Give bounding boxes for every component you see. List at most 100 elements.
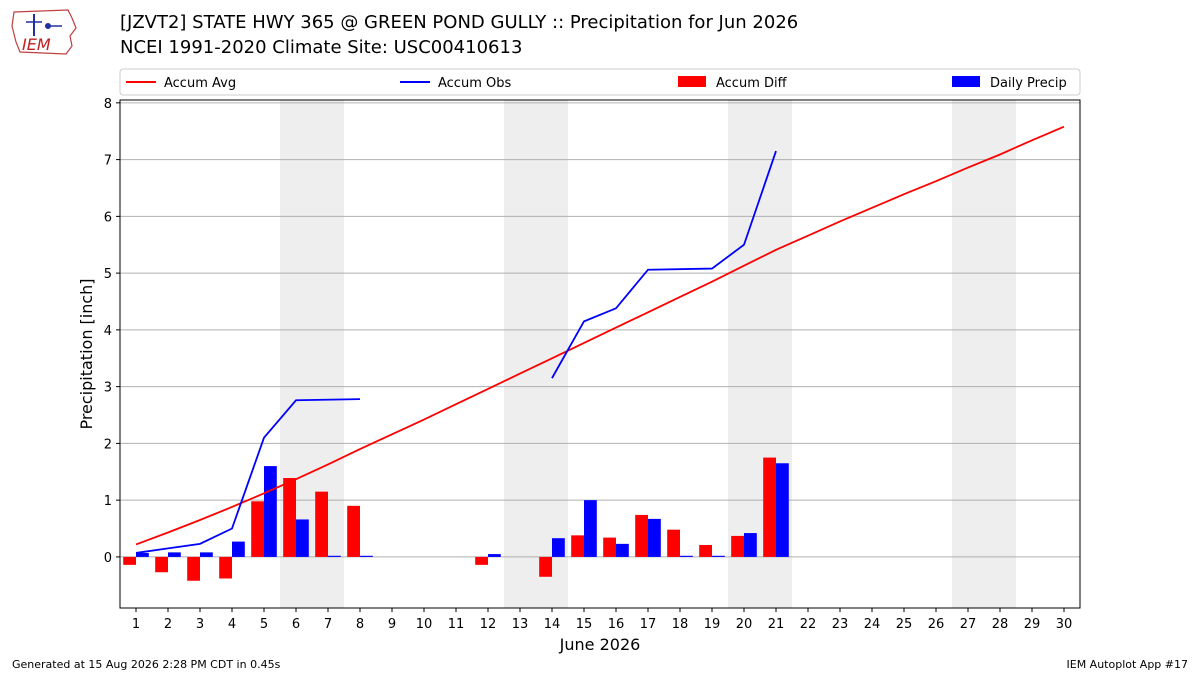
accum-diff-bar bbox=[347, 505, 360, 557]
chart-title: [JZVT2] STATE HWY 365 @ GREEN POND GULLY… bbox=[120, 12, 799, 33]
y-tick-label: 1 bbox=[104, 494, 112, 509]
chart-subtitle: NCEI 1991-2020 Climate Site: USC00410613 bbox=[120, 37, 523, 58]
x-tick-label: 5 bbox=[260, 617, 268, 632]
accum-diff-bar bbox=[283, 478, 296, 557]
x-axis: 1 2 3 4 5 6 7 8 9 10 11 12 13 14 15 16 17 18 19 20 21 22 23 24 2… bbox=[132, 608, 1072, 632]
x-tick-label: 9 bbox=[388, 617, 396, 632]
accum-diff-bar bbox=[763, 457, 776, 557]
y-axis-label: Precipitation [inch] bbox=[77, 278, 96, 429]
accum-obs-line bbox=[551, 150, 777, 379]
accum-diff-bar bbox=[635, 514, 648, 557]
daily-precip-bar bbox=[584, 500, 597, 557]
weekend-bands bbox=[280, 100, 1016, 608]
daily-precip-bar bbox=[648, 518, 661, 557]
x-tick-label: 30 bbox=[1056, 617, 1073, 632]
x-tick-label: 21 bbox=[768, 617, 785, 632]
x-tick-label: 29 bbox=[1024, 617, 1041, 632]
weekend-band bbox=[504, 100, 568, 608]
daily-precip-bar bbox=[712, 555, 725, 557]
daily-precip-bar bbox=[360, 555, 373, 557]
accum-diff-bar bbox=[219, 556, 232, 579]
app-label: IEM Autoplot App #17 bbox=[1066, 658, 1189, 671]
legend: Accum Avg Accum Obs Accum Diff Daily Precip bbox=[119, 68, 1081, 96]
accum-diff-bar bbox=[187, 556, 200, 581]
accum-diff-bar bbox=[603, 537, 616, 557]
accum-diff-bar bbox=[123, 556, 136, 565]
series-lines bbox=[135, 125, 1065, 554]
daily-precip-bar bbox=[616, 543, 629, 557]
y-tick-label: 2 bbox=[104, 437, 112, 452]
daily-precip-bar bbox=[680, 555, 693, 557]
accum-diff-bar bbox=[475, 556, 488, 565]
y-axis: 0 1 2 3 4 5 6 7 8 bbox=[104, 97, 120, 566]
accum-obs-line bbox=[135, 398, 361, 554]
x-axis-label: June 2026 bbox=[559, 635, 641, 654]
y-tick-label: 3 bbox=[104, 381, 112, 396]
daily-precip-bar bbox=[264, 466, 277, 557]
generated-timestamp: Generated at 15 Aug 2026 2:28 PM CDT in … bbox=[12, 658, 281, 671]
daily-precip-bar bbox=[136, 552, 149, 557]
accum-diff-bar bbox=[539, 556, 552, 577]
x-tick-label: 18 bbox=[672, 617, 689, 632]
daily-precip-bar bbox=[232, 541, 245, 557]
daily-precip-bar bbox=[552, 538, 565, 557]
daily-precip-bar bbox=[200, 552, 213, 557]
x-tick-label: 15 bbox=[576, 617, 593, 632]
daily-precip-bar bbox=[168, 552, 181, 557]
y-tick-label: 8 bbox=[104, 97, 112, 112]
x-tick-label: 13 bbox=[512, 617, 529, 632]
x-tick-label: 24 bbox=[864, 617, 881, 632]
iem-logo: IEM bbox=[11, 9, 77, 55]
x-tick-label: 23 bbox=[832, 617, 849, 632]
y-tick-label: 0 bbox=[104, 551, 112, 566]
x-tick-label: 16 bbox=[608, 617, 625, 632]
daily-precip-bar bbox=[744, 533, 757, 557]
legend-label: Accum Obs bbox=[438, 76, 511, 91]
iowa-outline-icon bbox=[11, 9, 77, 55]
x-tick-label: 8 bbox=[356, 617, 364, 632]
x-tick-label: 11 bbox=[448, 617, 465, 632]
x-tick-label: 12 bbox=[480, 617, 497, 632]
legend-label: Accum Diff bbox=[716, 76, 788, 91]
x-tick-label: 7 bbox=[324, 617, 332, 632]
legend-bar-swatch bbox=[678, 76, 706, 87]
y-tick-label: 4 bbox=[104, 324, 112, 339]
x-tick-label: 17 bbox=[640, 617, 657, 632]
legend-label: Daily Precip bbox=[990, 76, 1067, 91]
daily-precip-bar bbox=[296, 519, 309, 557]
accum-diff-bar bbox=[571, 535, 584, 557]
x-tick-label: 19 bbox=[704, 617, 721, 632]
accum-diff-bar bbox=[251, 501, 264, 557]
accum-diff-bar bbox=[731, 535, 744, 557]
x-tick-label: 4 bbox=[228, 617, 236, 632]
x-tick-label: 22 bbox=[800, 617, 817, 632]
accum-avg-line bbox=[135, 125, 1065, 546]
daily-precip-bar bbox=[328, 555, 341, 557]
y-tick-label: 5 bbox=[104, 267, 112, 282]
accum-diff-bar bbox=[699, 544, 712, 557]
x-tick-label: 27 bbox=[960, 617, 977, 632]
x-tick-label: 26 bbox=[928, 617, 945, 632]
y-tick-label: 7 bbox=[104, 154, 112, 169]
plot-frame bbox=[119, 99, 1081, 609]
weekend-band bbox=[952, 100, 1016, 608]
x-tick-label: 3 bbox=[196, 617, 204, 632]
x-tick-label: 28 bbox=[992, 617, 1009, 632]
accum-diff-bar bbox=[667, 529, 680, 557]
legend-label: Accum Avg bbox=[164, 76, 236, 91]
x-tick-label: 25 bbox=[896, 617, 913, 632]
grid-lines bbox=[120, 102, 1080, 558]
bars bbox=[123, 457, 789, 581]
x-tick-label: 1 bbox=[132, 617, 140, 632]
x-tick-label: 6 bbox=[292, 617, 300, 632]
x-tick-label: 2 bbox=[164, 617, 172, 632]
x-tick-label: 10 bbox=[416, 617, 433, 632]
y-tick-label: 6 bbox=[104, 210, 112, 225]
legend-bar-swatch bbox=[952, 76, 980, 87]
accum-diff-bar bbox=[155, 556, 168, 573]
logo-text: IEM bbox=[22, 35, 51, 54]
daily-precip-bar bbox=[488, 554, 501, 557]
legend-box bbox=[119, 68, 1081, 96]
daily-precip-bar bbox=[776, 463, 789, 557]
